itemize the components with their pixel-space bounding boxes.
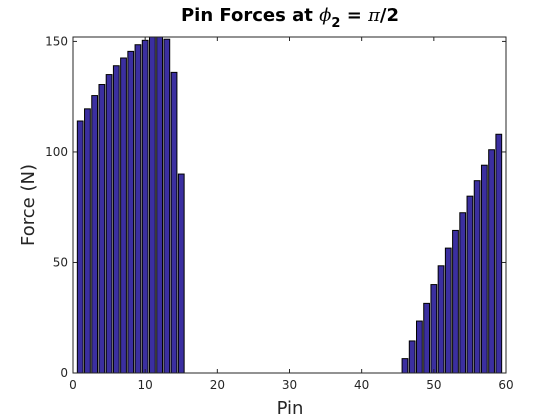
bar-pin-10 xyxy=(142,40,148,373)
chart-title: Pin Forces at ϕ2 = π/2 xyxy=(181,5,399,31)
bar-pin-56 xyxy=(474,181,480,373)
chart-title-equals: = xyxy=(340,5,368,26)
bars-group xyxy=(77,37,501,373)
y-tick-label: 150 xyxy=(45,34,68,48)
y-axis-label: Force (N) xyxy=(18,164,39,246)
bar-pin-2 xyxy=(85,109,91,373)
bar-pin-57 xyxy=(481,165,487,373)
bar-pin-59 xyxy=(496,134,502,373)
bar-pin-14 xyxy=(171,72,177,373)
bar-pin-15 xyxy=(178,174,184,373)
bar-pin-50 xyxy=(431,285,437,373)
bar-pin-3 xyxy=(92,96,98,373)
x-tick-label: 20 xyxy=(210,378,225,392)
y-tick-label: 0 xyxy=(60,366,68,380)
bar-pin-52 xyxy=(445,248,451,373)
x-tick-label: 50 xyxy=(426,378,441,392)
chart-title-phi: ϕ xyxy=(319,5,331,26)
x-axis-label: Pin xyxy=(277,398,304,419)
bar-pin-11 xyxy=(149,37,155,373)
bar-pin-55 xyxy=(467,196,473,373)
y-tick-label: 100 xyxy=(45,145,68,159)
bar-pin-58 xyxy=(489,150,495,373)
bar-pin-7 xyxy=(121,58,127,373)
bar-pin-49 xyxy=(424,303,430,373)
bar-pin-51 xyxy=(438,266,444,373)
chart-title-subscript: 2 xyxy=(331,16,340,31)
bar-pin-13 xyxy=(164,39,170,373)
bar-pin-4 xyxy=(99,85,105,373)
x-tick-label: 0 xyxy=(69,378,77,392)
x-tick-label: 60 xyxy=(498,378,513,392)
bar-pin-8 xyxy=(128,51,134,373)
x-tick-label: 10 xyxy=(138,378,153,392)
bar-pin-1 xyxy=(77,121,83,373)
bar-pin-54 xyxy=(460,213,466,373)
bar-pin-48 xyxy=(417,321,423,373)
x-tick-label: 40 xyxy=(354,378,369,392)
bar-pin-46 xyxy=(402,359,408,373)
bar-pin-6 xyxy=(113,66,119,373)
bar-pin-5 xyxy=(106,75,112,373)
bar-pin-53 xyxy=(453,230,459,373)
x-tick-label: 30 xyxy=(282,378,297,392)
y-tick-label: 50 xyxy=(53,255,68,269)
bar-pin-12 xyxy=(157,37,163,373)
chart-title-prefix: Pin Forces at xyxy=(181,5,319,26)
bar-pin-47 xyxy=(409,341,415,373)
bar-pin-9 xyxy=(135,45,141,373)
chart-title-suffix: /2 xyxy=(380,5,399,26)
